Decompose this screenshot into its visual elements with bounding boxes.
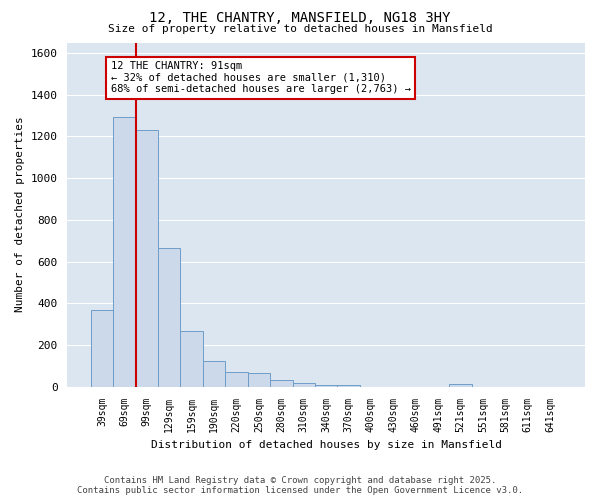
Bar [113, 116, 136, 386]
Bar [248, 373, 270, 386]
Bar [136, 130, 158, 386]
Text: Contains HM Land Registry data © Crown copyright and database right 2025.
Contai: Contains HM Land Registry data © Crown c… [77, 476, 523, 495]
Bar [181, 332, 203, 386]
X-axis label: Distribution of detached houses by size in Mansfield: Distribution of detached houses by size … [151, 440, 502, 450]
Y-axis label: Number of detached properties: Number of detached properties [15, 116, 25, 312]
Bar [225, 372, 248, 386]
Bar [293, 382, 315, 386]
Bar [203, 360, 225, 386]
Bar [449, 384, 472, 386]
Bar [270, 380, 293, 386]
Bar [158, 248, 181, 386]
Bar [337, 384, 360, 386]
Text: Size of property relative to detached houses in Mansfield: Size of property relative to detached ho… [107, 24, 493, 34]
Bar [91, 310, 113, 386]
Text: 12, THE CHANTRY, MANSFIELD, NG18 3HY: 12, THE CHANTRY, MANSFIELD, NG18 3HY [149, 11, 451, 25]
Bar [315, 384, 337, 386]
Text: 12 THE CHANTRY: 91sqm
← 32% of detached houses are smaller (1,310)
68% of semi-d: 12 THE CHANTRY: 91sqm ← 32% of detached … [110, 62, 410, 94]
